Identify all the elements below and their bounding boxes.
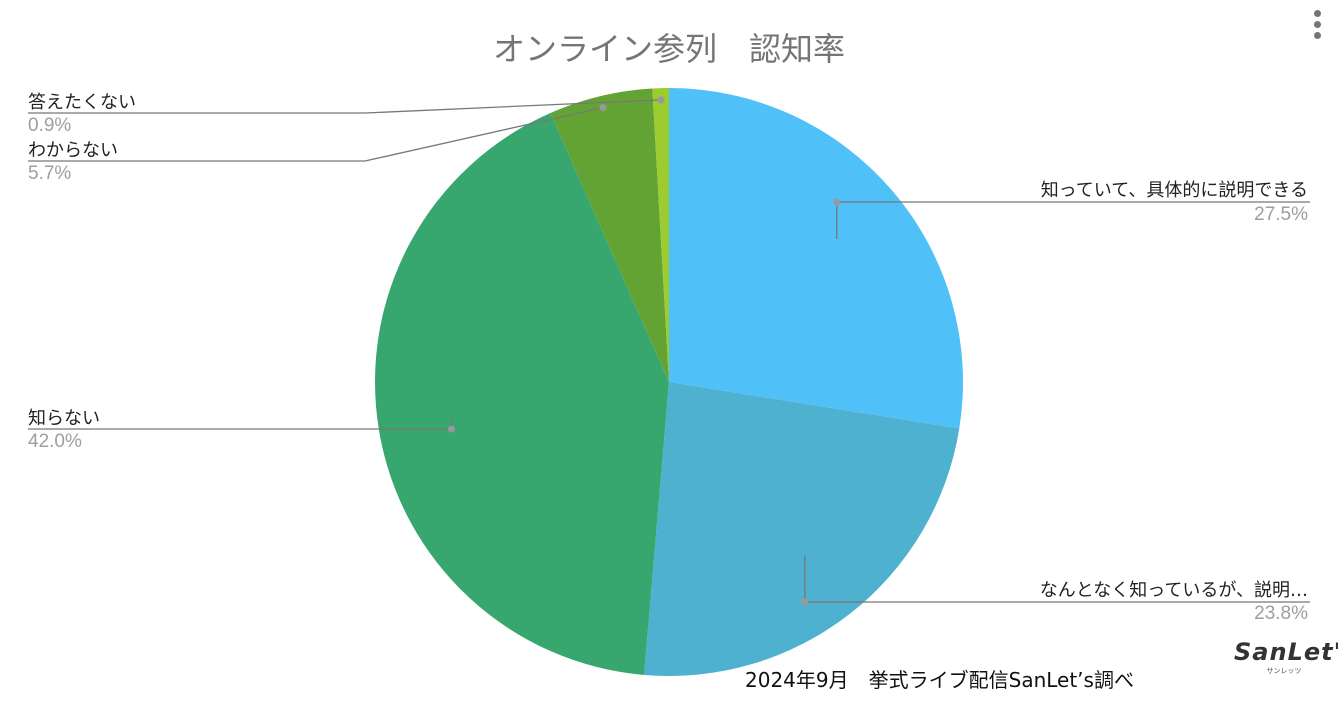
sanlets-logo: SanLet's サンレッツ: [1234, 628, 1338, 676]
slice-value-0: 27.5%: [1254, 204, 1308, 225]
pie-slice[interactable]: [375, 112, 669, 675]
leader-dot: [801, 598, 809, 606]
pie-slice[interactable]: [669, 88, 964, 429]
slice-value-1: 23.8%: [1254, 603, 1308, 624]
leader-dot: [833, 198, 841, 206]
pie-slice[interactable]: [652, 88, 669, 382]
source-note: 2024年9月 挙式ライブ配信SanLet’s調べ: [745, 668, 1134, 692]
slice-label-2: 知らない: [28, 408, 100, 429]
slice-value-3: 5.7%: [28, 163, 72, 184]
pie-slice[interactable]: [550, 88, 669, 382]
more-options-icon[interactable]: [1314, 10, 1322, 43]
leader-dot: [599, 104, 607, 112]
slice-label-1: なんとなく知っているが、説明…: [1039, 580, 1308, 601]
pie-slice[interactable]: [644, 382, 960, 676]
slice-value-2: 42.0%: [28, 431, 82, 452]
slice-label-0: 知っていて、具体的に説明できる: [1040, 180, 1308, 201]
slice-value-4: 0.9%: [28, 115, 72, 136]
slice-label-3: わからない: [28, 140, 118, 161]
leader-dot: [447, 425, 455, 433]
chart-title: オンライン参列 認知率: [492, 30, 845, 68]
leader-line: [28, 99, 662, 114]
slice-label-4: 答えたくない: [28, 92, 136, 113]
leader-line: [28, 106, 604, 162]
leader-dot: [657, 96, 665, 104]
logo-text: SanLet's: [1234, 638, 1338, 666]
logo-subtext: サンレッツ: [1266, 667, 1302, 675]
